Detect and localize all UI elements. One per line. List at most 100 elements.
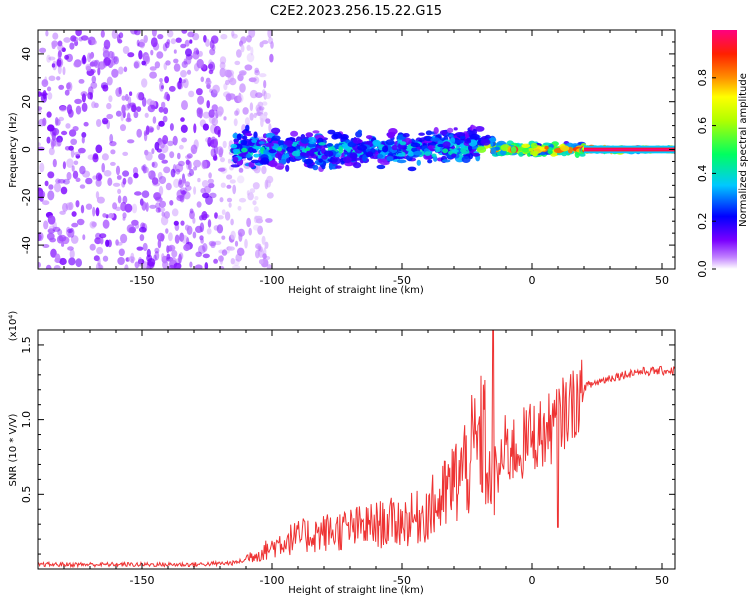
- heatmap-cell: [176, 189, 184, 199]
- heatmap-cell: [92, 206, 96, 217]
- heatmap-cell: [205, 79, 212, 85]
- heatmap-cell: [275, 152, 281, 159]
- heatmap-cell: [64, 89, 70, 96]
- heatmap-cell: [120, 124, 126, 132]
- heatmap-cell: [395, 156, 405, 160]
- heatmap-cell: [237, 228, 245, 237]
- heatmap-cell: [160, 85, 164, 90]
- heatmap-cell: [379, 158, 389, 163]
- heatmap-cell: [134, 30, 141, 36]
- colorbar: 0.0 0.2 0.4 0.6 0.8 Normalized spectral ampl…: [696, 30, 749, 278]
- heatmap-cell: [265, 218, 273, 223]
- heatmap-cell: [178, 253, 182, 264]
- heatmap-cell: [227, 158, 232, 164]
- heatmap-cell: [199, 222, 205, 233]
- heatmap-cell: [441, 159, 451, 163]
- heatmap-cell: [152, 161, 158, 169]
- heatmap-cell: [259, 41, 264, 48]
- heatmap-cell: [155, 202, 161, 210]
- heatmap-cell: [123, 66, 128, 73]
- heatmap-cell: [193, 166, 198, 171]
- heatmap-cell: [118, 32, 124, 39]
- heatmap-cell: [240, 44, 245, 53]
- heatmap-cell: [442, 141, 451, 148]
- heatmap-cell: [372, 139, 381, 146]
- heatmap-cell: [190, 144, 198, 155]
- spectrogram-y-label: Frequency (Hz): [8, 112, 19, 188]
- heatmap-cell: [468, 153, 473, 160]
- heatmap-cell: [67, 228, 73, 234]
- heatmap-cell: [283, 140, 294, 146]
- heatmap-cell: [111, 30, 118, 39]
- heatmap-cell: [162, 115, 168, 123]
- heatmap-cell: [469, 133, 480, 141]
- heatmap-cell: [46, 136, 51, 144]
- heatmap-cell: [197, 95, 205, 105]
- heatmap-cell: [226, 70, 232, 78]
- heatmap-cell: [214, 138, 218, 148]
- heatmap-cell: [258, 259, 264, 265]
- heatmap-cell: [40, 190, 46, 198]
- heatmap-cell: [194, 264, 203, 269]
- heatmap-cell: [166, 39, 171, 45]
- heatmap-cell: [250, 159, 260, 164]
- x-tick-label: -100: [260, 574, 285, 587]
- heatmap-cell: [221, 209, 226, 216]
- heatmap-cell: [219, 61, 226, 70]
- heatmap-cell: [95, 262, 102, 269]
- heatmap-cell: [106, 76, 113, 86]
- heatmap-cell: [240, 36, 247, 44]
- heatmap-cell: [49, 237, 56, 243]
- heatmap-cell: [253, 131, 258, 139]
- heatmap-cell: [110, 161, 116, 166]
- heatmap-cell: [211, 117, 219, 126]
- snr-y-label: SNR (10 * V/V): [8, 413, 19, 486]
- heatmap-cell: [335, 165, 342, 169]
- carrier-band-core: [584, 148, 675, 151]
- heatmap-cell: [137, 257, 143, 267]
- heatmap-cell: [169, 123, 174, 131]
- heatmap-cell: [143, 131, 148, 142]
- heatmap-cell: [318, 142, 327, 146]
- heatmap-cell: [226, 174, 233, 180]
- spectrogram-y-ticks: -40 -20 0 20 40: [20, 29, 675, 270]
- heatmap-cell: [261, 165, 267, 175]
- heatmap-cell: [490, 147, 497, 155]
- heatmap-cell: [54, 137, 61, 143]
- heatmap-cell: [346, 147, 351, 153]
- heatmap-cell: [186, 153, 193, 159]
- heatmap-cell: [136, 92, 143, 101]
- heatmap-cell: [212, 155, 218, 161]
- heatmap-cell: [402, 133, 410, 138]
- heatmap-cell: [112, 182, 121, 187]
- heatmap-cell: [204, 262, 209, 269]
- heatmap-cell: [187, 172, 192, 177]
- heatmap-cell: [211, 104, 218, 112]
- heatmap-cell: [249, 112, 254, 121]
- heatmap-cell: [181, 61, 188, 68]
- heatmap-cell: [352, 137, 362, 144]
- heatmap-cell: [38, 233, 42, 242]
- heatmap-cell: [75, 200, 80, 208]
- heatmap-cell: [95, 191, 100, 199]
- heatmap-cell: [115, 165, 121, 176]
- heatmap-cell: [122, 46, 130, 54]
- heatmap-cell: [127, 176, 133, 185]
- heatmap-cell: [340, 134, 349, 140]
- y-tick-label: -20: [20, 188, 33, 206]
- heatmap-cell: [377, 153, 383, 159]
- heatmap-cell: [52, 158, 57, 168]
- heatmap-cell: [270, 41, 274, 49]
- snr-x-label: Height of straight line (km): [288, 585, 424, 596]
- heatmap-cell: [181, 100, 188, 111]
- heatmap-cell: [227, 246, 235, 251]
- heatmap-cell: [220, 157, 225, 163]
- heatmap-cell: [230, 218, 234, 226]
- heatmap-cell: [181, 30, 188, 34]
- heatmap-cell: [264, 179, 269, 190]
- heatmap-cell: [223, 68, 228, 75]
- heatmap-cell: [147, 258, 156, 267]
- heatmap-cell: [471, 152, 481, 157]
- heatmap-cell: [240, 140, 248, 146]
- heatmap-cell: [252, 182, 260, 190]
